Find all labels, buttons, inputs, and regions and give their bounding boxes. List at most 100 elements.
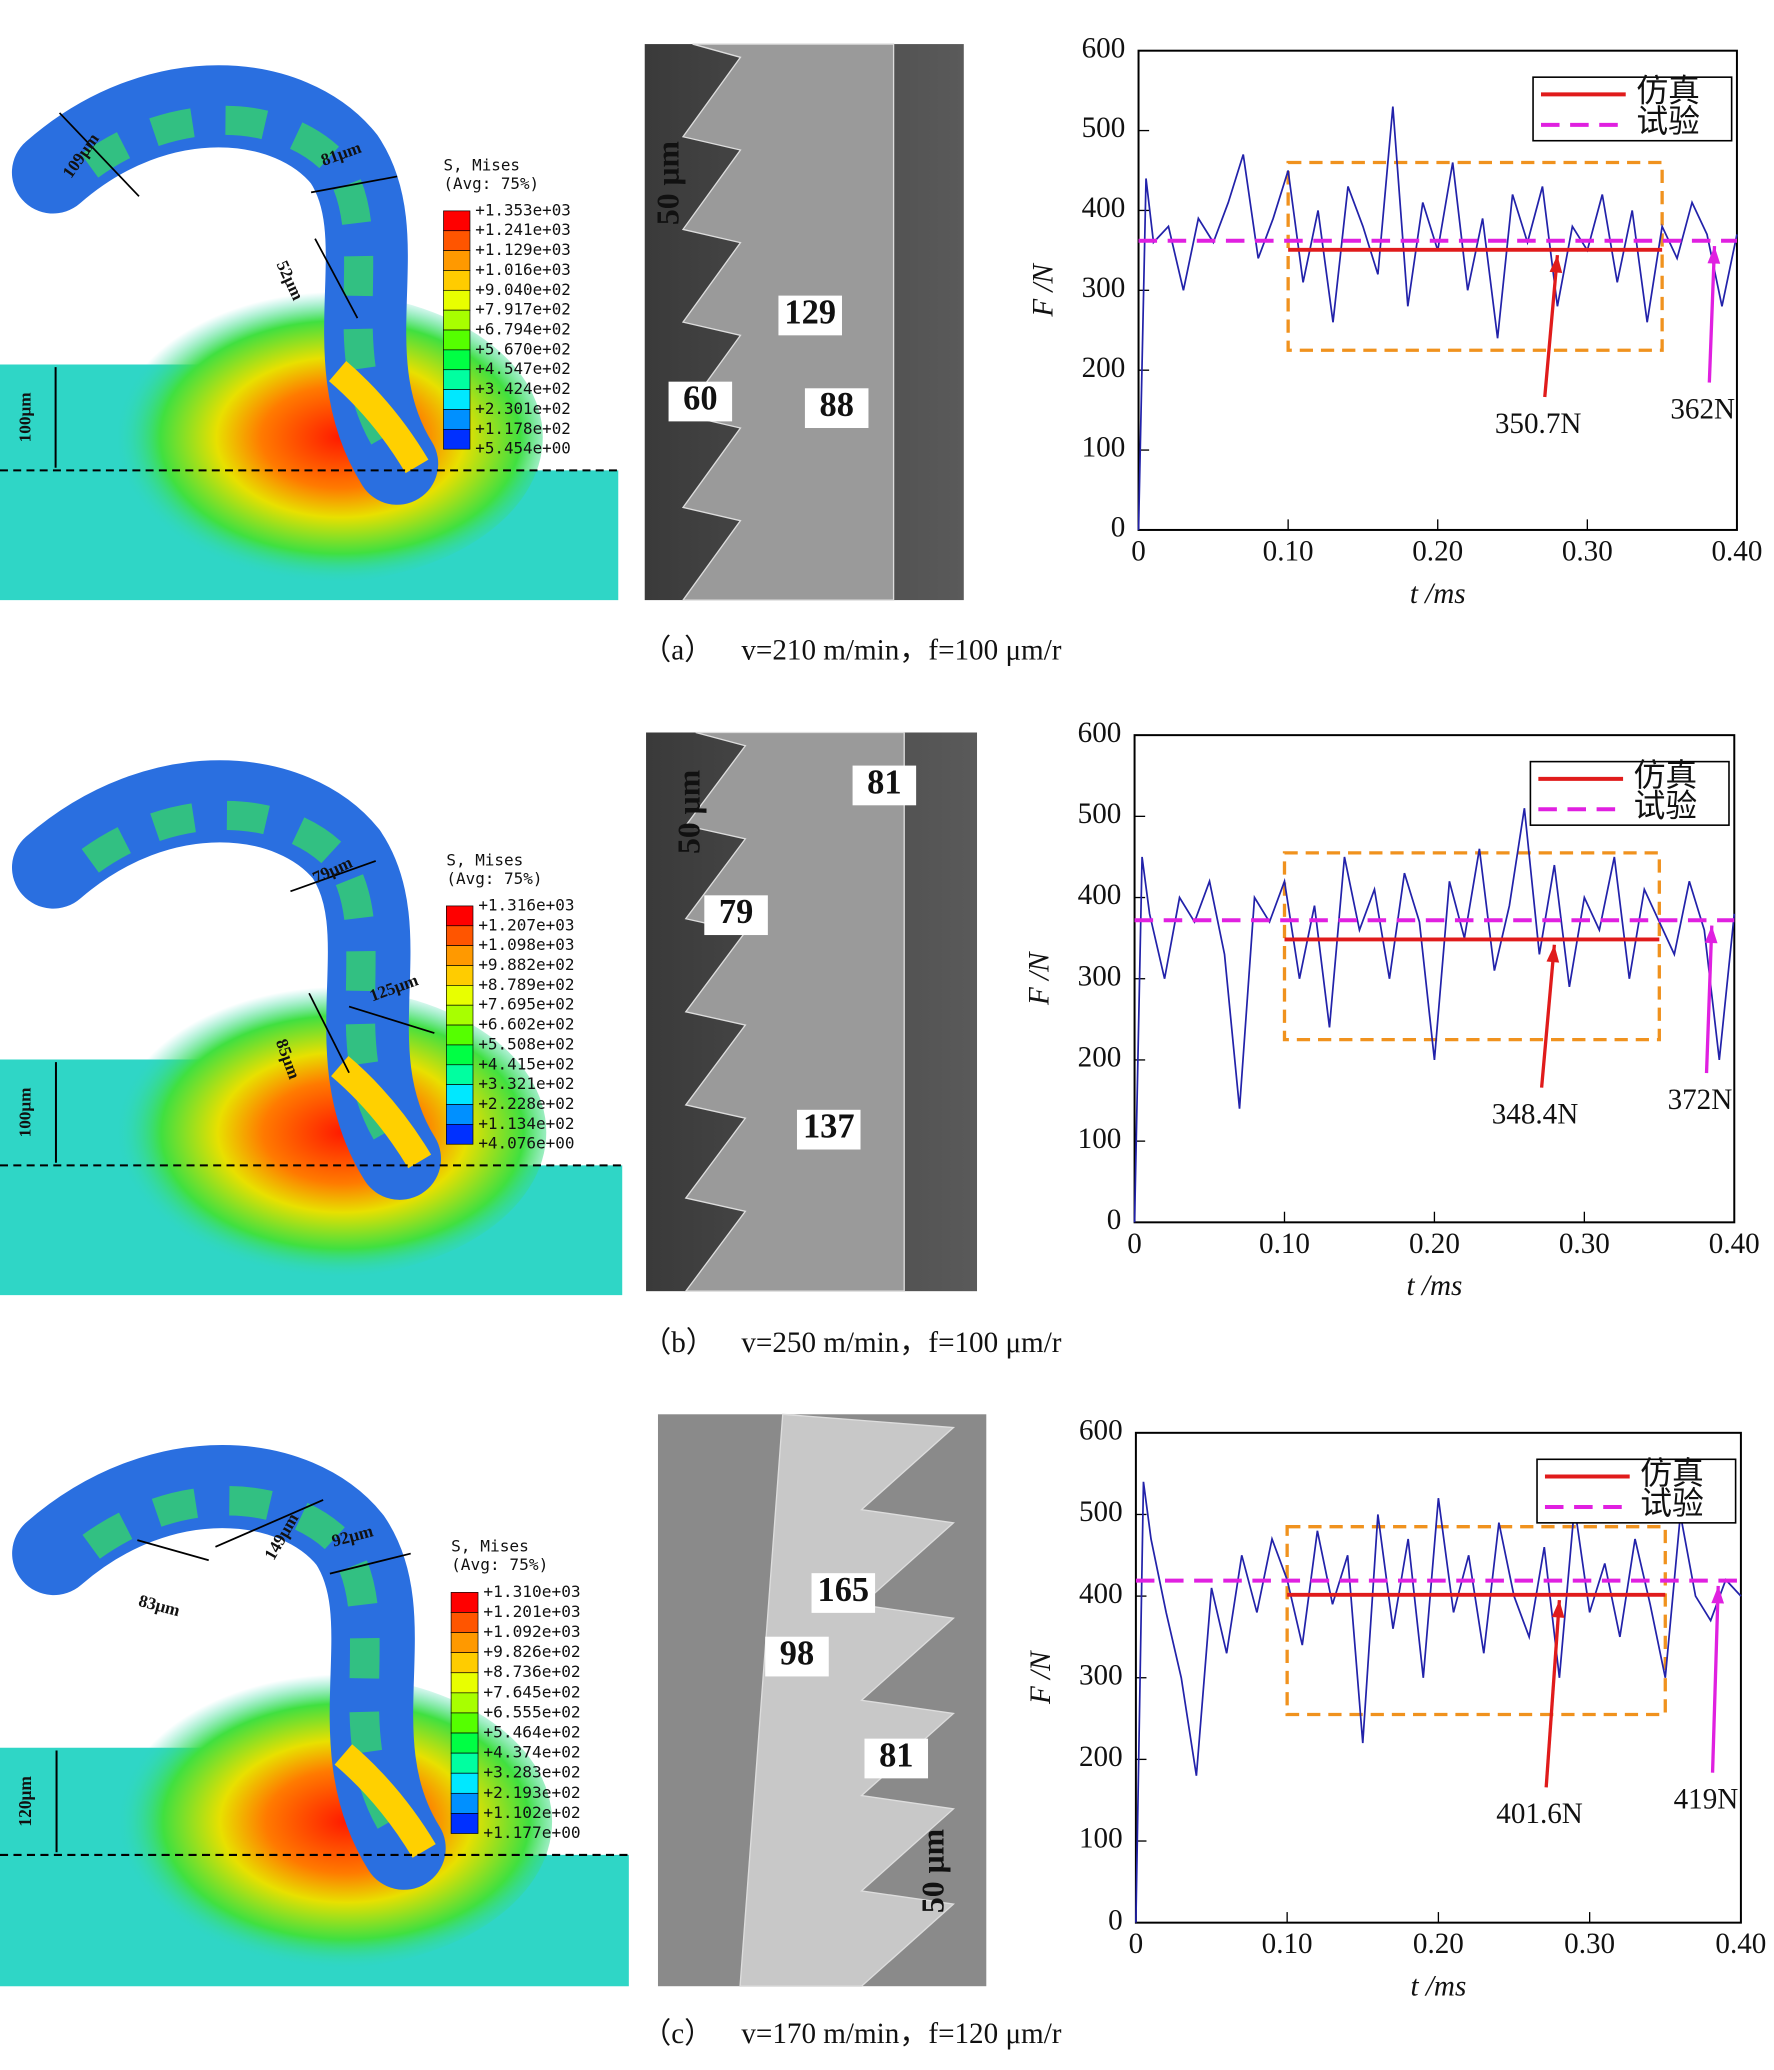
legend-band [450,1772,479,1794]
signal-line [1133,808,1736,1223]
legend-band [450,1732,479,1754]
y-tick-label: 500 [1078,798,1122,830]
highlight-box [1285,1525,1667,1717]
y-tick-label: 200 [1078,1042,1122,1074]
legend-value: +9.040e+02 [475,280,571,299]
y-tick-label: 600 [1078,717,1122,749]
signal-line [1135,1481,1742,1923]
x-tick-label: 0.20 [1412,535,1463,567]
x-tick-label: 0 [1129,1928,1144,1960]
chip-teeth [684,731,905,1292]
legend-value: +7.645e+02 [483,1682,580,1701]
legend-value: +1.178e+02 [475,419,571,438]
label-bg [796,1109,861,1150]
x-tick-label: 0.40 [1709,1228,1760,1260]
x-tick-label: 0.40 [1715,1928,1766,1960]
arrow-head [1546,944,1560,963]
y-tick-label: 400 [1078,879,1122,911]
legend-band [443,389,471,410]
y-tick-label: 500 [1079,1496,1123,1528]
legend-box [1529,760,1730,826]
label-bg [864,1738,929,1779]
caption-condition: v=170 m/min，f=120 μm/r [741,2018,1061,2050]
legend-value: +1.310e+03 [483,1582,580,1601]
annotation-arrow [1539,944,1557,1088]
dimension-line [310,175,398,194]
dimension-line [314,238,359,319]
legend-band [446,925,474,946]
dimension-line [58,112,140,197]
y-tick-label: 300 [1078,960,1122,992]
legend-value: +8.736e+02 [483,1662,580,1681]
measurement-label: 79 [719,893,753,931]
annotation-arrow [1707,246,1717,383]
legend-value: +1.098e+03 [478,935,574,954]
y-tick-label: 0 [1111,512,1126,544]
legend-box [1532,76,1733,142]
legend-band [446,1044,474,1066]
legend-value: +6.555e+02 [483,1702,580,1721]
label-bg [778,295,842,336]
legend-band [450,1752,479,1774]
legend-band [446,985,474,1006]
legend-value: +4.374e+02 [483,1743,580,1762]
legend-label: 试验 [1640,1486,1704,1521]
legend-band [443,210,471,232]
measurement-label: 165 [818,1571,870,1609]
y-tick-label: 0 [1107,1204,1122,1236]
legend-value: +1.316e+03 [478,895,574,914]
legend-value: +9.826e+02 [483,1642,580,1661]
micrograph: 50 μm 81 79 137 [646,731,978,1292]
legend-band [450,1712,479,1734]
caption-label: （a） [642,635,713,667]
scale-label: 50 μm [915,1829,950,1913]
annotation-arrow [1543,254,1560,398]
depth-label: 100μm [15,392,34,443]
arrow-head [1707,246,1721,264]
annotation-label: 419N [1674,1784,1739,1816]
x-tick-label: 0.30 [1562,535,1613,567]
legend-band [450,1792,479,1814]
arrow-head [1551,1600,1565,1618]
x-axis-label: t /ms [1410,1971,1466,2003]
legend-value: +1.353e+03 [475,200,571,219]
legend-band [443,270,471,291]
legend-value: +5.464e+02 [483,1723,580,1742]
legend-value: +2.193e+02 [483,1783,580,1802]
legend-value: +1.177e+00 [483,1823,580,1842]
legend-band [446,1064,474,1085]
y-tick-label: 400 [1079,1578,1123,1610]
dimension-line [215,1499,324,1548]
legend-band [446,1104,474,1125]
y-tick-label: 100 [1078,1123,1122,1155]
legend-band [443,309,471,331]
annotation-label: 348.4N [1492,1098,1579,1130]
dimension-line [290,860,377,893]
chip-root [334,1744,436,1858]
legend-value: +1.207e+03 [478,915,574,934]
legend-band [446,945,474,966]
legend-value: +5.508e+02 [478,1034,574,1053]
measurement-label: 98 [780,1634,814,1672]
chip-root [328,361,429,474]
legend-band [443,230,471,251]
highlight-box [1282,851,1661,1042]
legend-value: +5.670e+02 [475,339,571,358]
y-tick-label: 100 [1079,1823,1123,1855]
y-tick-label: 200 [1079,1741,1123,1773]
legend-value: +4.547e+02 [475,359,571,378]
label-bg [811,1573,876,1613]
label-bg [668,381,733,422]
legend-band [450,1592,479,1613]
label-bg [765,1636,829,1677]
y-tick-label: 300 [1079,1659,1123,1691]
legend-label: 仿真 [1636,74,1700,109]
legend-band [443,289,471,311]
y-tick-label: 200 [1082,352,1126,384]
legend-label: 试验 [1636,104,1700,139]
